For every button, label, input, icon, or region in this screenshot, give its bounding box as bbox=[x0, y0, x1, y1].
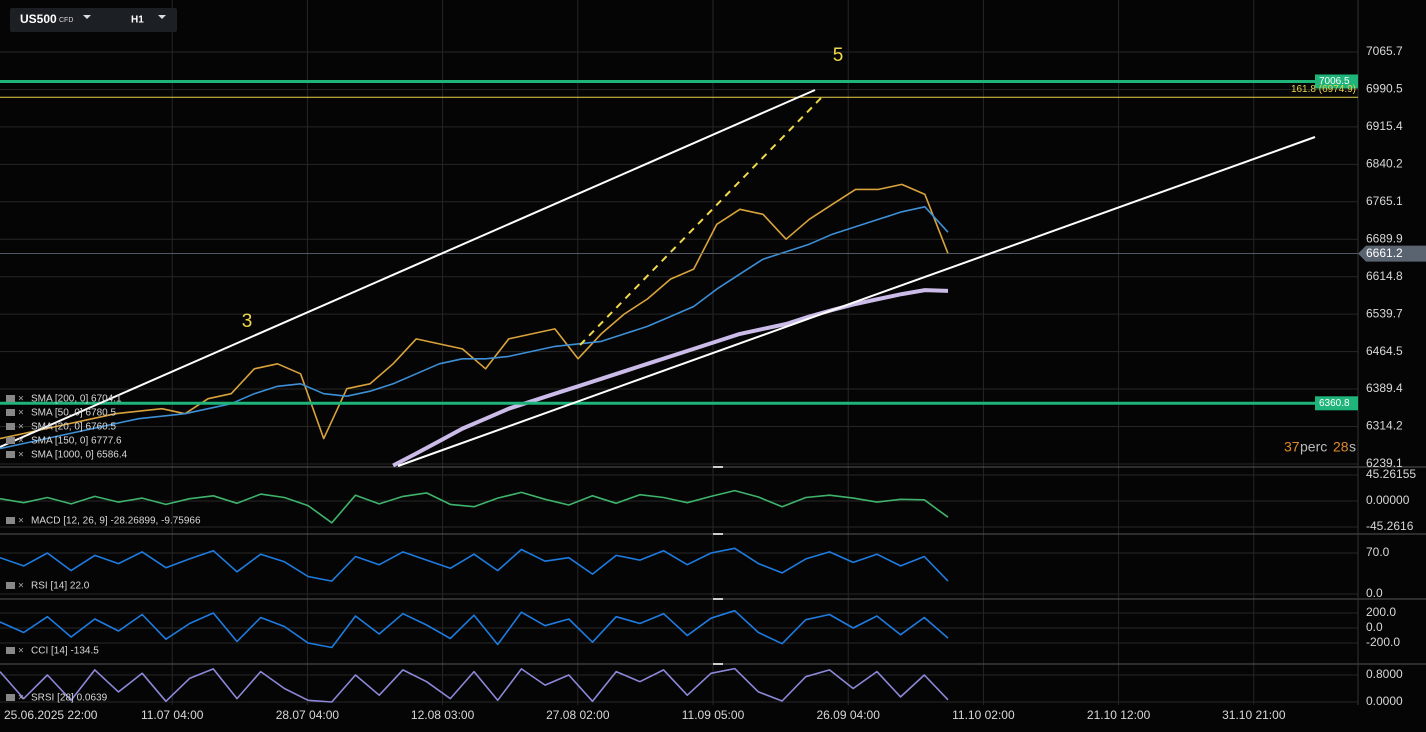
indicator-label: SRSI [28] 0.0639 bbox=[31, 693, 108, 704]
grid bbox=[0, 0, 1426, 705]
wave-label: 3 bbox=[242, 311, 253, 332]
indicator-label: CCI [14] -134.5 bbox=[31, 646, 99, 657]
level-tag bbox=[1315, 396, 1358, 411]
x-tick-label: 28.07 04:00 bbox=[276, 708, 340, 722]
legend-close[interactable]: × bbox=[18, 450, 24, 461]
indicator-close[interactable]: × bbox=[18, 581, 24, 592]
y-tick-label: 6389.4 bbox=[1366, 381, 1403, 395]
indicator-close[interactable]: × bbox=[18, 693, 24, 704]
level-label: 161.8 (6974.9) bbox=[1291, 84, 1356, 95]
pane-handle[interactable] bbox=[713, 663, 723, 665]
legend-entry: SMA [50, 0] 6780.5 bbox=[31, 408, 116, 419]
indicator-label: MACD [12, 26, 9] -28.26899, -9.75966 bbox=[31, 516, 201, 527]
x-tick-label: 12.08 03:00 bbox=[411, 708, 475, 722]
y-tick-label: 45.26155 bbox=[1366, 467, 1416, 481]
symbol-tag: CFD bbox=[59, 17, 73, 24]
series-line bbox=[0, 206, 949, 450]
trend-line bbox=[0, 89, 816, 448]
x-tick-label: 11.07 04:00 bbox=[141, 708, 204, 722]
legend-close[interactable]: × bbox=[18, 394, 24, 405]
legend-icon[interactable] bbox=[6, 423, 15, 430]
indicator-close[interactable]: × bbox=[18, 516, 24, 527]
pane-handle[interactable] bbox=[713, 533, 723, 535]
indicator-icon[interactable] bbox=[6, 517, 15, 524]
y-tick-label: 70.0 bbox=[1366, 545, 1390, 559]
indicator-icon[interactable] bbox=[6, 582, 15, 589]
price-label: 6661.2 bbox=[1366, 246, 1403, 260]
legend-close[interactable]: × bbox=[18, 408, 24, 419]
level-label: 7006.5 bbox=[1319, 76, 1350, 87]
series-line bbox=[0, 489, 949, 524]
timer-seconds-unit: s bbox=[1349, 439, 1356, 455]
level-tag bbox=[1315, 74, 1358, 89]
y-tick-label: 6539.7 bbox=[1366, 306, 1403, 320]
x-tick-label: 11.10 02:00 bbox=[952, 708, 1015, 722]
indicator-icon[interactable] bbox=[6, 647, 15, 654]
timeframe[interactable]: H1 bbox=[131, 15, 144, 26]
y-tick-label: 6239.1 bbox=[1366, 456, 1403, 470]
symbol-bar[interactable] bbox=[10, 8, 177, 32]
price-tag bbox=[1358, 245, 1426, 262]
projection-line bbox=[579, 96, 823, 346]
y-tick-label: -200.0 bbox=[1366, 635, 1400, 649]
wave-label: 5 bbox=[833, 45, 844, 66]
y-tick-label: 0.0 bbox=[1366, 586, 1383, 600]
legend-icon[interactable] bbox=[6, 409, 15, 416]
legend-close[interactable]: × bbox=[18, 436, 24, 447]
pane-handle[interactable] bbox=[713, 598, 723, 600]
y-tick-label: 0.00000 bbox=[1366, 493, 1410, 507]
y-tick-label: 7065.7 bbox=[1366, 44, 1403, 58]
labels: 25.06.2025 22:00 11.07 04:00 28.07 04:00 12… bbox=[4, 44, 1426, 722]
y-tick-label: 6840.2 bbox=[1366, 157, 1403, 171]
y-tick-label: 6990.5 bbox=[1366, 82, 1403, 96]
legend-close[interactable]: × bbox=[18, 422, 24, 433]
symbol[interactable]: US500 bbox=[20, 12, 57, 26]
dropdown-arrow[interactable] bbox=[158, 15, 166, 19]
x-tick-label: 21.10 12:00 bbox=[1087, 708, 1151, 722]
x-tick-label: 25.06.2025 22:00 bbox=[4, 708, 98, 722]
plot-layer bbox=[0, 79, 1358, 703]
timer-seconds: 28 bbox=[1333, 439, 1349, 455]
x-tick-label: 27.08 02:00 bbox=[546, 708, 610, 722]
y-tick-label: 6689.9 bbox=[1366, 231, 1403, 245]
y-tick-label: -45.2616 bbox=[1366, 519, 1414, 533]
y-tick-label: 0.0000 bbox=[1366, 694, 1403, 708]
y-tick-label: 6915.4 bbox=[1366, 119, 1403, 133]
pane-handle[interactable] bbox=[713, 466, 723, 468]
series-line bbox=[392, 288, 949, 468]
trend-line bbox=[397, 136, 1316, 467]
y-tick-label: 6314.2 bbox=[1366, 419, 1403, 433]
x-tick-label: 11.09 05:00 bbox=[682, 708, 745, 722]
dropdown-arrow[interactable] bbox=[83, 15, 91, 19]
legend-icon[interactable] bbox=[6, 395, 15, 402]
y-tick-label: 6464.5 bbox=[1366, 344, 1403, 358]
series-line bbox=[0, 667, 949, 703]
timer-unit: perc bbox=[1300, 439, 1327, 455]
y-tick-label: 0.0 bbox=[1366, 620, 1383, 634]
legend-entry: SMA [200, 0] 6704.1 bbox=[31, 394, 122, 405]
indicator-label: RSI [14] 22.0 bbox=[31, 581, 90, 592]
timer-count: 37 bbox=[1284, 439, 1300, 455]
y-tick-label: 200.0 bbox=[1366, 605, 1396, 619]
legend-icon[interactable] bbox=[6, 437, 15, 444]
series-line bbox=[0, 547, 949, 582]
x-tick-label: 31.10 21:00 bbox=[1222, 708, 1286, 722]
indicator-icon[interactable] bbox=[6, 694, 15, 701]
y-tick-label: 6614.8 bbox=[1366, 269, 1403, 283]
indicator-close[interactable]: × bbox=[18, 646, 24, 657]
series-line bbox=[0, 609, 949, 649]
legend-entry: SMA [20, 0] 6760.5 bbox=[31, 422, 116, 433]
y-tick-label: 6765.1 bbox=[1366, 194, 1403, 208]
legend-entry: SMA [1000, 0] 6586.4 bbox=[31, 450, 128, 461]
legend-entry: SMA [150, 0] 6777.6 bbox=[31, 436, 122, 447]
level-label: 6360.8 bbox=[1319, 398, 1350, 409]
x-tick-label: 26.09 04:00 bbox=[816, 708, 880, 722]
y-tick-label: 0.8000 bbox=[1366, 667, 1403, 681]
legend-icon[interactable] bbox=[6, 451, 15, 458]
